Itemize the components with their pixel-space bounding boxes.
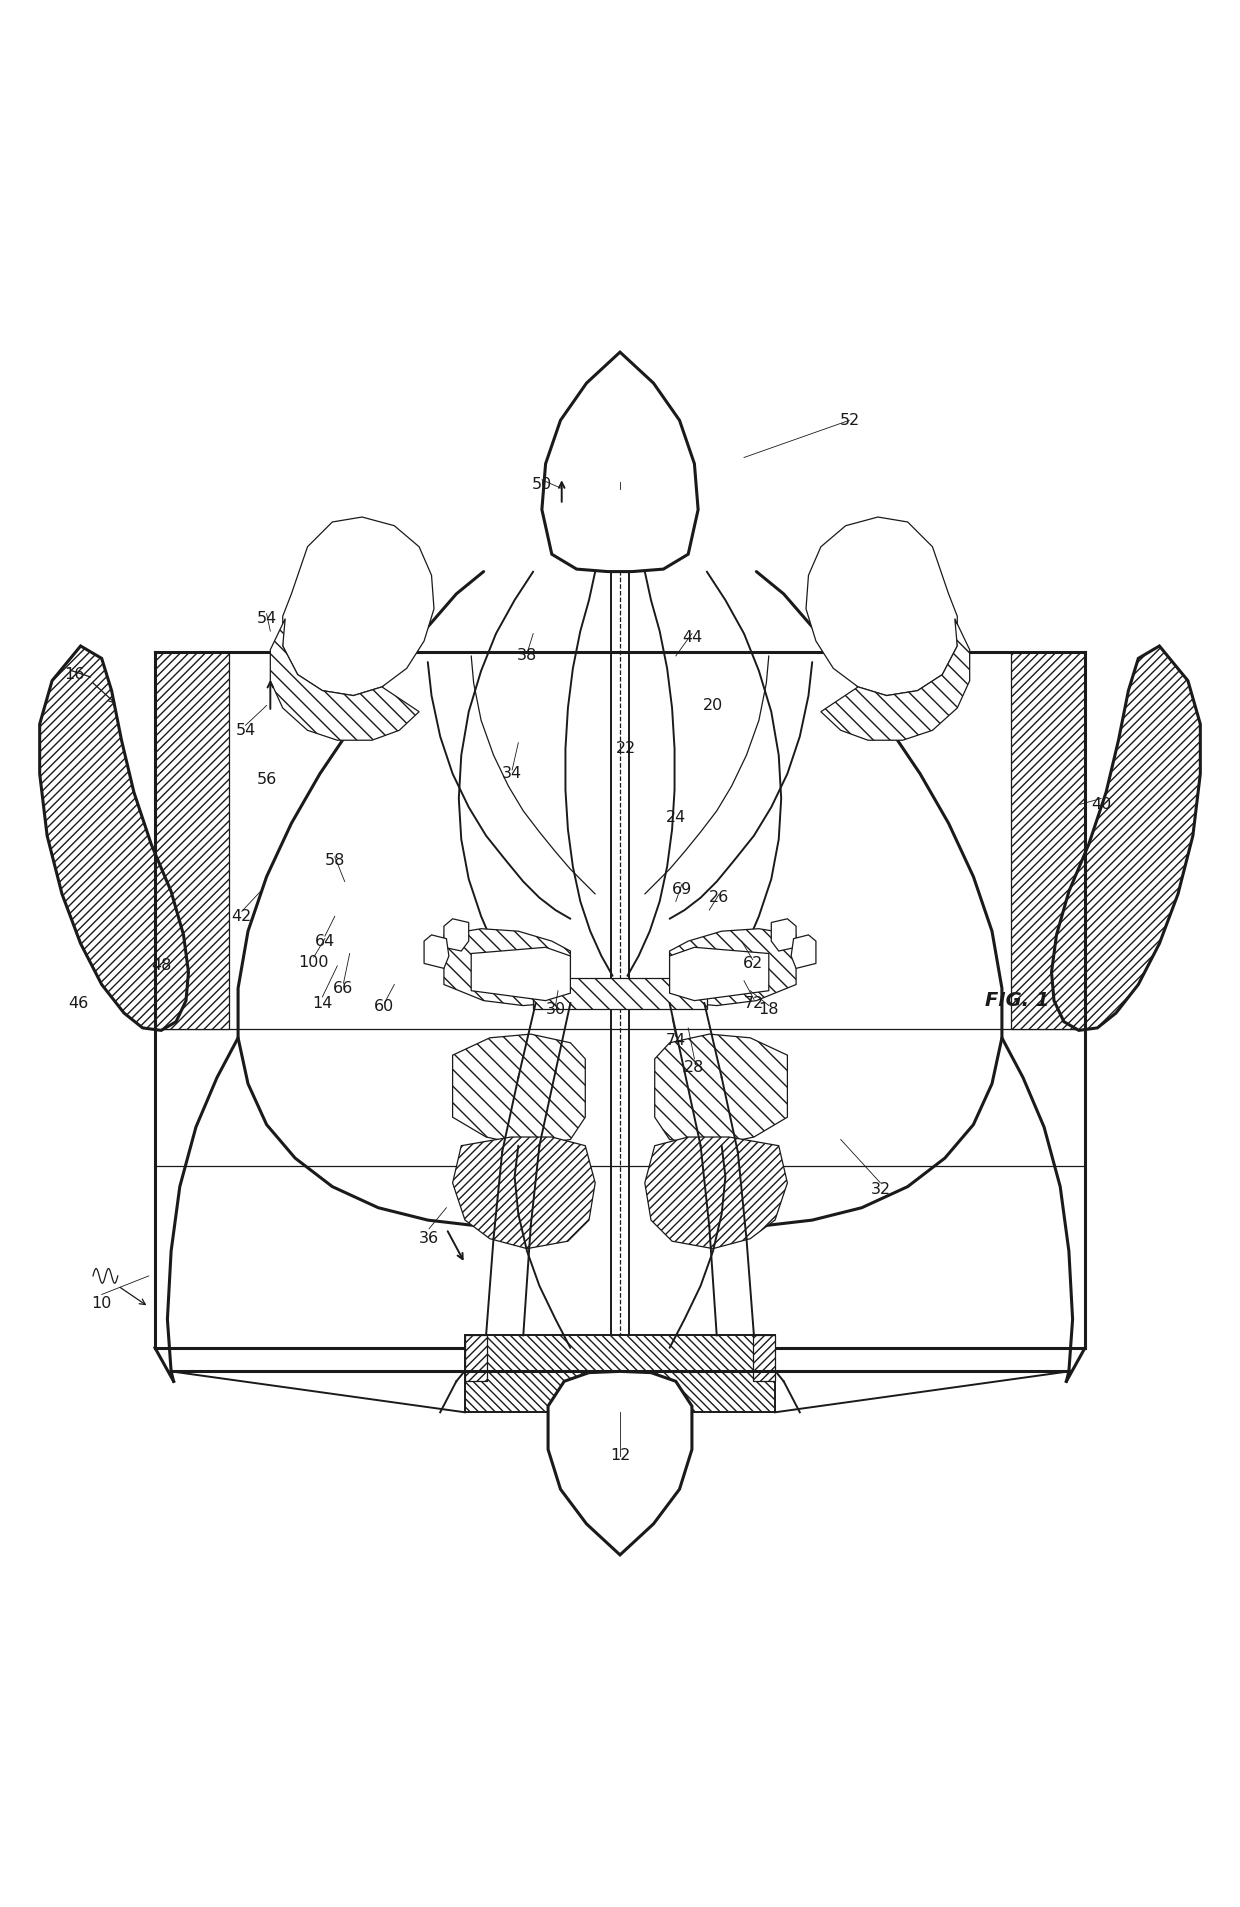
Polygon shape bbox=[548, 1371, 692, 1554]
Polygon shape bbox=[155, 652, 229, 1030]
Text: 14: 14 bbox=[312, 995, 332, 1011]
Text: 69: 69 bbox=[672, 881, 692, 896]
Text: 32: 32 bbox=[870, 1182, 890, 1196]
Text: 44: 44 bbox=[682, 629, 702, 645]
Polygon shape bbox=[283, 517, 434, 696]
Text: 30: 30 bbox=[546, 1001, 565, 1016]
Text: 36: 36 bbox=[419, 1232, 439, 1245]
Text: 12: 12 bbox=[610, 1447, 630, 1463]
Text: 58: 58 bbox=[325, 852, 345, 868]
Text: 48: 48 bbox=[151, 959, 171, 973]
Text: 20: 20 bbox=[703, 698, 723, 713]
Text: 72: 72 bbox=[744, 995, 764, 1011]
Polygon shape bbox=[791, 934, 816, 969]
Text: 74: 74 bbox=[666, 1034, 686, 1047]
Text: 42: 42 bbox=[232, 910, 252, 923]
Text: 62: 62 bbox=[743, 955, 763, 971]
Polygon shape bbox=[453, 1137, 595, 1249]
Text: 34: 34 bbox=[502, 767, 522, 782]
Polygon shape bbox=[753, 1335, 775, 1381]
Polygon shape bbox=[670, 929, 796, 1005]
Text: 54: 54 bbox=[236, 723, 255, 738]
Polygon shape bbox=[40, 646, 188, 1030]
Text: 100: 100 bbox=[299, 955, 329, 969]
Text: 56: 56 bbox=[257, 772, 277, 788]
Polygon shape bbox=[806, 517, 957, 696]
Polygon shape bbox=[424, 934, 449, 969]
Text: 50: 50 bbox=[532, 477, 552, 492]
Text: 60: 60 bbox=[374, 999, 394, 1015]
Polygon shape bbox=[655, 1034, 787, 1146]
Text: 46: 46 bbox=[68, 995, 88, 1011]
Text: 10: 10 bbox=[92, 1295, 112, 1310]
Text: 66: 66 bbox=[334, 980, 353, 995]
Text: 22: 22 bbox=[616, 742, 636, 757]
Polygon shape bbox=[533, 978, 707, 1009]
Polygon shape bbox=[465, 1335, 487, 1381]
Text: 24: 24 bbox=[666, 810, 686, 824]
Polygon shape bbox=[542, 353, 698, 572]
Polygon shape bbox=[821, 618, 970, 740]
Text: 52: 52 bbox=[839, 412, 859, 427]
Polygon shape bbox=[1052, 646, 1200, 1030]
Polygon shape bbox=[453, 1034, 585, 1146]
Polygon shape bbox=[771, 919, 796, 952]
Polygon shape bbox=[1011, 652, 1085, 1030]
Text: 64: 64 bbox=[315, 934, 335, 948]
Text: 16: 16 bbox=[64, 667, 84, 683]
Text: 28: 28 bbox=[684, 1060, 704, 1076]
Text: 38: 38 bbox=[517, 648, 537, 664]
Polygon shape bbox=[270, 618, 419, 740]
Polygon shape bbox=[465, 1335, 775, 1413]
Text: 40: 40 bbox=[1091, 797, 1111, 812]
Text: 26: 26 bbox=[709, 891, 729, 906]
Polygon shape bbox=[444, 919, 469, 952]
Polygon shape bbox=[471, 948, 570, 1001]
Text: 18: 18 bbox=[759, 1001, 779, 1016]
Polygon shape bbox=[645, 1137, 787, 1249]
Polygon shape bbox=[444, 929, 570, 1005]
Text: FIG. 1: FIG. 1 bbox=[985, 992, 1049, 1011]
Text: 54: 54 bbox=[257, 612, 277, 625]
Polygon shape bbox=[670, 948, 769, 1001]
